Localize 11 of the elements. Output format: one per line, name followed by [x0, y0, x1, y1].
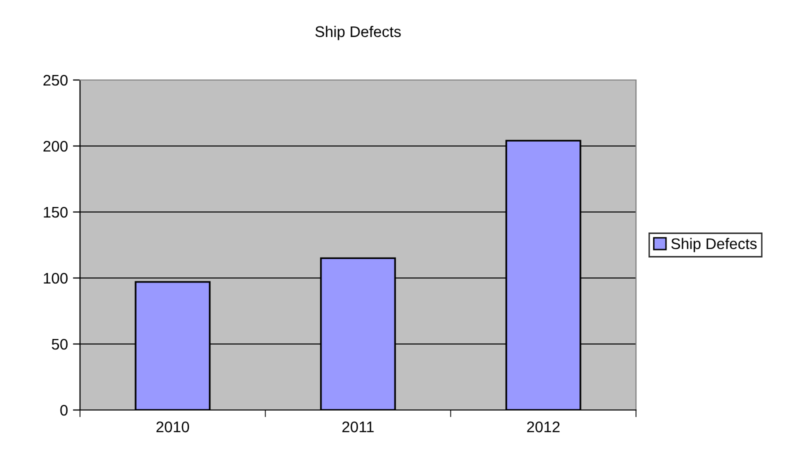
- x-tick-label: 2011: [342, 422, 374, 432]
- x-tick-label: 2010: [156, 422, 190, 432]
- y-tick-label: 250: [43, 74, 68, 86]
- y-tick-label: 100: [44, 272, 68, 284]
- chart-title: Ship Defects: [315, 26, 401, 40]
- x-tick-label: 2012: [527, 422, 560, 432]
- y-tick-label: 50: [52, 338, 68, 350]
- legend-label: Ship Defects: [671, 238, 757, 252]
- y-tick-label: 150: [44, 206, 68, 218]
- y-tick-label: 0: [60, 404, 68, 416]
- y-tick-label: 200: [43, 140, 68, 152]
